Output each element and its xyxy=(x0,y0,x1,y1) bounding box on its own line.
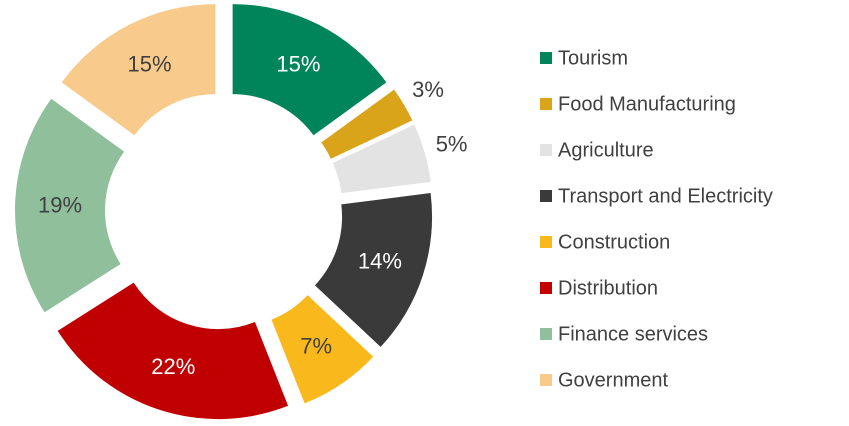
legend-label: Finance services xyxy=(558,323,708,345)
data-label: 7% xyxy=(300,333,332,358)
data-label: 22% xyxy=(151,354,195,379)
donut-segment xyxy=(271,295,374,404)
legend-swatch xyxy=(540,236,552,248)
legend-swatch xyxy=(540,328,552,340)
donut-segment xyxy=(314,193,433,347)
legend-swatch xyxy=(540,52,552,64)
donut-segment xyxy=(332,124,431,194)
legend-label: Distribution xyxy=(558,277,658,299)
legend-label: Government xyxy=(558,369,668,391)
legend-swatch xyxy=(540,98,552,110)
legend-label: Food Manufacturing xyxy=(558,93,736,115)
legend-label: Tourism xyxy=(558,47,628,69)
data-label: 5% xyxy=(436,132,468,157)
donut-segment xyxy=(57,282,289,420)
legend-swatch xyxy=(540,144,552,156)
data-label: 14% xyxy=(358,248,402,273)
legend-swatch xyxy=(540,190,552,202)
donut-segment xyxy=(321,89,413,159)
data-label: 19% xyxy=(38,193,82,218)
donut-segment xyxy=(232,4,387,136)
legend-swatch xyxy=(540,282,552,294)
legend-label: Agriculture xyxy=(558,139,654,161)
donut-segment xyxy=(61,4,216,136)
legend-label: Transport and Electricity xyxy=(558,185,773,207)
data-label: 3% xyxy=(412,77,444,102)
donut-segment xyxy=(15,98,125,313)
data-label: 15% xyxy=(128,52,172,77)
data-label: 15% xyxy=(276,52,320,77)
legend-swatch xyxy=(540,374,552,386)
legend-label: Construction xyxy=(558,231,670,253)
